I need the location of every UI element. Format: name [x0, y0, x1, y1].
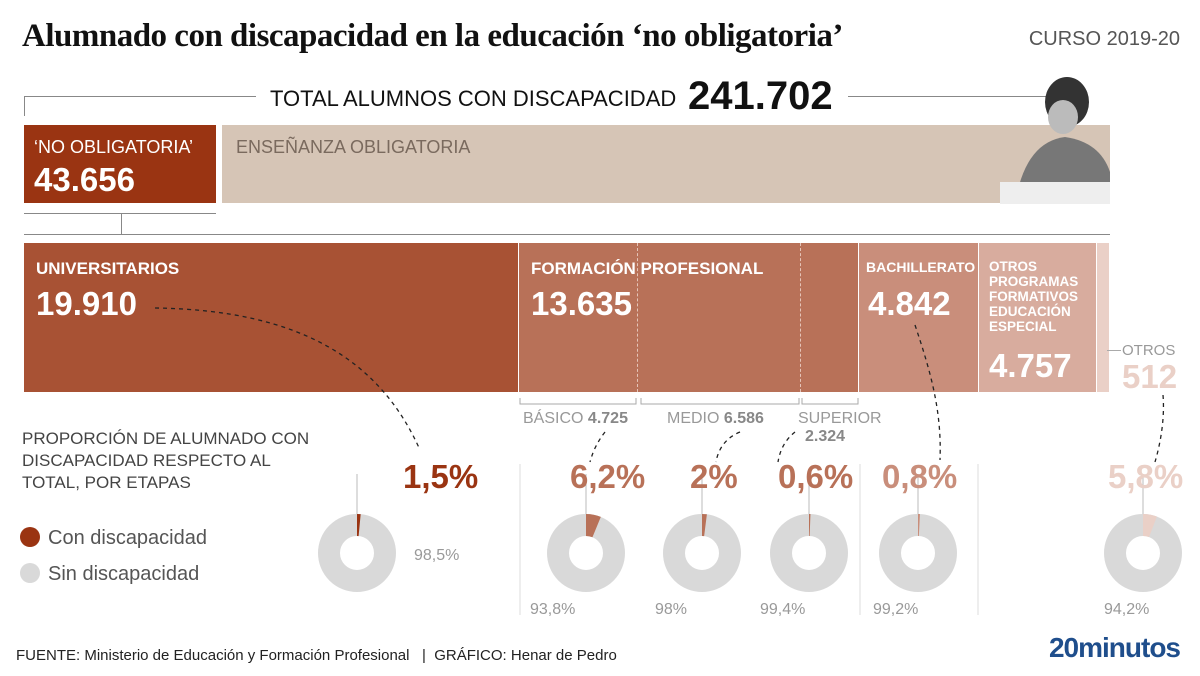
donut-con-slice [809, 514, 811, 537]
total-label: TOTAL ALUMNOS CON DISCAPACIDAD [270, 86, 677, 111]
donut-con-slice [586, 514, 601, 538]
obligatoria-bar: ENSEÑANZA OBLIGATORIA [222, 125, 1110, 203]
legend-swatch [20, 527, 40, 547]
page-title: Alumnado con discapacidad en la educació… [22, 18, 843, 54]
con-percent-label: 0,8% [882, 458, 957, 495]
donut-con-slice [357, 514, 361, 537]
legend-sin: Sin discapacidad [20, 563, 199, 586]
otros-programas-segment: OTROS PROGRAMAS FORMATIVOS EDUCACIÓN ESP… [979, 243, 1096, 392]
sin-percent-label: 99,2% [873, 601, 918, 618]
otros-segment [1097, 243, 1109, 392]
divider [24, 96, 256, 97]
total-value: 241.702 [688, 74, 833, 118]
sin-percent-label: 98% [655, 601, 687, 618]
sin-percent-label: 94,2% [1104, 601, 1149, 618]
fp-value: 13.635 [531, 285, 632, 322]
brand-logo: 20minutos [1048, 632, 1181, 663]
proportion-title: PROPORCIÓN DE ALUMNADO CON DISCAPACIDAD … [22, 429, 310, 492]
con-percent-label: 0,6% [778, 458, 853, 495]
divider [24, 96, 25, 116]
bachillerato-value: 4.842 [868, 285, 951, 322]
no-obligatoria-label: ‘NO OBLIGATORIA’ [34, 137, 194, 157]
otros-label: OTROS [1122, 342, 1176, 359]
student-photo [1000, 77, 1110, 204]
universitarios-label: UNIVERSITARIOS [36, 259, 180, 278]
con-percent-label: 1,5% [403, 458, 478, 495]
divider [24, 234, 1110, 235]
divider [848, 96, 1048, 97]
donut-con-slice [702, 514, 707, 537]
donut-con-slice [918, 514, 920, 537]
universitarios-value: 19.910 [36, 285, 137, 322]
divider [24, 213, 216, 214]
otros-programas-value: 4.757 [989, 347, 1072, 384]
sin-percent-label: 93,8% [530, 601, 575, 618]
con-percent-label: 5,8% [1108, 458, 1183, 495]
otros-programas-label: OTROS PROGRAMAS FORMATIVOS EDUCACIÓN ESP… [989, 259, 1079, 334]
no-obligatoria-bar: ‘NO OBLIGATORIA’ 43.656 [24, 125, 216, 203]
course-label: CURSO 2019-20 [1028, 28, 1180, 50]
fp-segment: FORMACIÓN PROFESIONAL 13.635 [519, 243, 858, 392]
universitarios-segment: UNIVERSITARIOS 19.910 [24, 243, 518, 392]
obligatoria-label: ENSEÑANZA OBLIGATORIA [236, 137, 471, 157]
bachillerato-label: BACHILLERATO [866, 259, 976, 275]
donut-con-slice [1143, 514, 1157, 538]
otros-value: 512 [1122, 358, 1178, 395]
legend-con: Con discapacidad [20, 527, 207, 550]
fp-medio: MEDIO 6.586 [667, 410, 764, 427]
sin-percent-label: 98,5% [414, 547, 459, 564]
fp-label: FORMACIÓN PROFESIONAL [531, 259, 764, 278]
sin-percent-label: 99,4% [760, 601, 805, 618]
bachillerato-segment: BACHILLERATO 4.842 [859, 243, 978, 392]
footer-source: FUENTE: Ministerio de Educación y Formac… [16, 647, 617, 664]
con-percent-label: 6,2% [570, 458, 645, 495]
divider [121, 213, 122, 234]
con-percent-label: 2% [690, 458, 738, 495]
fp-superior: SUPERIOR 2.324 [798, 410, 882, 445]
no-obligatoria-value: 43.656 [34, 161, 135, 198]
fp-basico: BÁSICO 4.725 [523, 410, 628, 427]
legend-swatch [20, 563, 40, 583]
